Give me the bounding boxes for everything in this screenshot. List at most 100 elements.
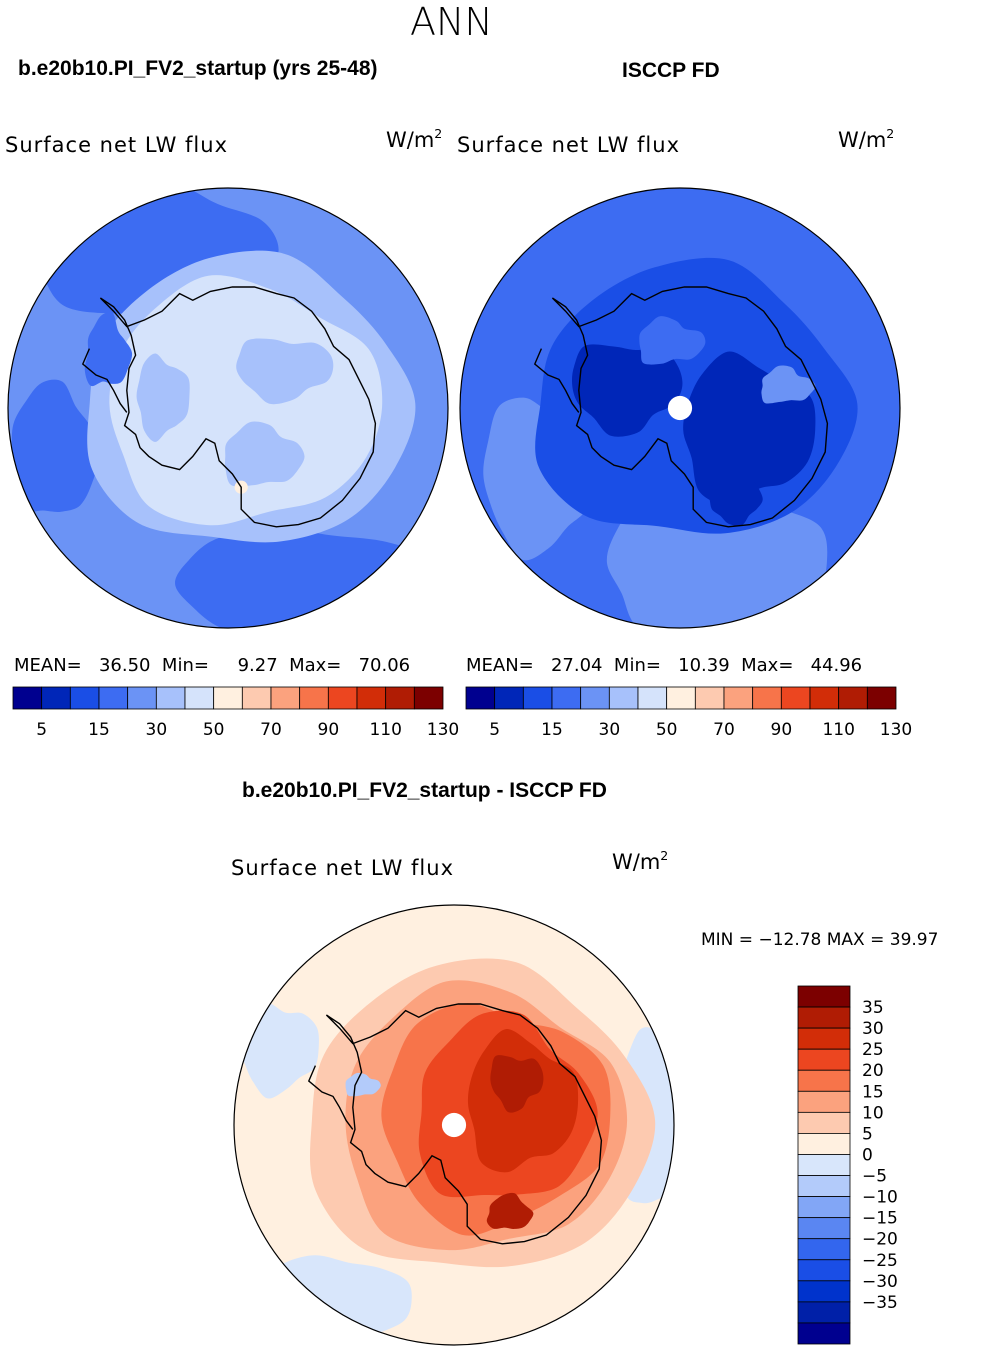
panel1-min-label: Min= [161, 655, 209, 676]
diff-colorbar-tick-label-12: −25 [862, 1251, 898, 1271]
diff-colorbar-swatch-10 [797, 1196, 851, 1219]
panel2-colorbar-swatch-6 [637, 686, 668, 710]
panel1-colorbar-swatch-4 [127, 686, 157, 710]
panel2-colorbar-tick-label-1: 15 [541, 720, 563, 740]
diff-boundary [233, 904, 675, 1346]
diff-colorbar-tick-label-8: −5 [862, 1167, 887, 1187]
panel1-units: W/m2 [386, 126, 443, 152]
panel1-colorbar-swatch-14 [413, 686, 444, 710]
diff-colorbar-tick-label-13: −30 [862, 1272, 898, 1292]
diff-colorbar-swatch-15 [797, 1301, 851, 1324]
panel1-min-value: 9.27 [237, 655, 278, 676]
difference-minmax: MIN = −12.78 MAX = 39.97 [701, 930, 939, 950]
diff-colorbar-swatch-6 [797, 1111, 851, 1134]
diff-colorbar-tick-label-5: 10 [862, 1103, 884, 1123]
panel2-colorbar-swatch-0 [465, 686, 496, 710]
panel1-fields [8, 188, 448, 628]
diff-colorbar-swatch-1 [797, 1006, 851, 1029]
panel1-colorbar-tick-label-2: 30 [146, 720, 168, 740]
panel2-map [459, 187, 901, 629]
panel2-colorbar-swatch-1 [494, 686, 524, 710]
diff-colorbar-swatch-11 [797, 1217, 851, 1240]
panel2-colorbar-swatch-3 [551, 686, 582, 710]
panel2-mean-value: 27.04 [550, 655, 603, 676]
diff-colorbar-swatch-14 [797, 1280, 851, 1303]
panel2-colorbar-tick-label-3: 50 [656, 720, 678, 740]
panel1-colorbar-swatch-0 [12, 686, 43, 710]
panel2-mean-label: MEAN= [466, 655, 534, 676]
diff-colorbar-swatch-3 [797, 1048, 851, 1071]
diff-colorbar-tick-label-10: −15 [862, 1209, 898, 1229]
panel2-colorbar-tick-label-4: 70 [713, 720, 735, 740]
diff-peninsula [307, 1065, 354, 1130]
panel1-colorbar-swatch-13 [385, 686, 415, 710]
diff-colorbar-tick-label-4: 15 [862, 1082, 884, 1102]
diff-colorbar-tick-label-1: 30 [862, 1019, 884, 1039]
diff-fields [234, 905, 674, 1345]
panel2-colorbar-swatch-4 [580, 686, 610, 710]
panel2-colorbar-swatch-11 [780, 686, 811, 710]
panel1-max-label: Max= [289, 655, 342, 676]
diff-colorbar-tick-label-0: 35 [862, 998, 884, 1018]
panel1-colorbar-swatch-10 [299, 686, 329, 710]
panel1-colorbar-swatch-1 [41, 686, 71, 710]
difference-units: W/m2 [612, 848, 669, 874]
panel2-colorbar-swatch-2 [522, 686, 553, 710]
panel1-colorbar-swatch-12 [356, 686, 387, 710]
panel1-colorbar-tick-label-1: 15 [88, 720, 110, 740]
panel1-boundary [7, 187, 449, 629]
panel2-colorbar-swatch-10 [752, 686, 782, 710]
diff-colorbar-swatch-0 [797, 985, 851, 1008]
diff-contour-2 [239, 1003, 319, 1099]
panel2-colorbar-swatch-14 [866, 686, 897, 710]
diff-colorbar-swatch-9 [797, 1175, 851, 1197]
diff-colorbar-tick-label-7: 0 [862, 1145, 873, 1165]
panel2-max-value: 44.96 [810, 655, 863, 676]
panel1-colorbar-tick-label-7: 130 [427, 720, 459, 740]
diff-pole-hole [441, 1112, 467, 1138]
panel1-colorbar-tick-label-5: 90 [318, 720, 340, 740]
panel1-contour-4 [109, 275, 383, 526]
panel1-colorbar-tick-label-0: 5 [36, 720, 47, 740]
panel2-max-label: Max= [741, 655, 794, 676]
panel2-peninsula [533, 348, 580, 413]
panel1-mean-label: MEAN= [14, 655, 82, 676]
panel1-colorbar-swatch-3 [98, 686, 129, 710]
difference-variable-label: Surface net LW flux [231, 856, 454, 880]
panel2-contour-6 [639, 316, 706, 365]
figure-title: ANN [410, 0, 493, 44]
diff-colorbar-swatch-4 [797, 1069, 851, 1092]
panel2-colorbar-tick-label-7: 130 [880, 720, 912, 740]
diff-coastline [325, 1003, 603, 1245]
panel2-contour-4 [571, 344, 683, 437]
diff-map [233, 904, 675, 1346]
panel2-colorbar-swatch-9 [723, 686, 754, 710]
panel2-min-label: Min= [613, 655, 661, 676]
panel1-colorbar-swatch-7 [213, 686, 243, 710]
diff-colorbar-swatch-2 [797, 1027, 851, 1050]
panel1-coastline [99, 286, 377, 528]
diff-colorbar-tick-label-6: 5 [862, 1124, 873, 1144]
panel1-stats: MEAN= 36.50 Min= 9.27 Max= 70.06 [14, 655, 410, 676]
panel1-colorbar-swatch-2 [69, 686, 100, 710]
diff-colorbar-swatch-12 [797, 1238, 851, 1261]
diff-colorbar-swatch-13 [797, 1259, 851, 1282]
panel2-min-value: 10.39 [678, 655, 730, 676]
panel2-colorbar-swatch-8 [694, 686, 725, 710]
panel1-mean-value: 36.50 [98, 655, 151, 676]
difference-title: b.e20b10.PI_FV2_startup - ISCCP FD [242, 779, 607, 802]
panel2-coastline [551, 286, 829, 528]
panel1-variable-label: Surface net LW flux [5, 133, 228, 157]
diff-colorbar-swatch-5 [797, 1090, 851, 1113]
panel1-contour-6 [224, 421, 305, 487]
panel1-colorbar-tick-label-6: 110 [369, 720, 401, 740]
panel2-colorbar-tick-label-0: 5 [489, 720, 500, 740]
panel1-max-value: 70.06 [358, 655, 411, 676]
panel1-contour-8 [84, 311, 133, 387]
panel2-boundary [459, 187, 901, 629]
panel1-map [7, 187, 449, 629]
diff-colorbar-swatch-8 [797, 1154, 851, 1176]
panel2-contour-5 [761, 365, 816, 404]
panel1-colorbar-tick-label-3: 50 [203, 720, 225, 740]
